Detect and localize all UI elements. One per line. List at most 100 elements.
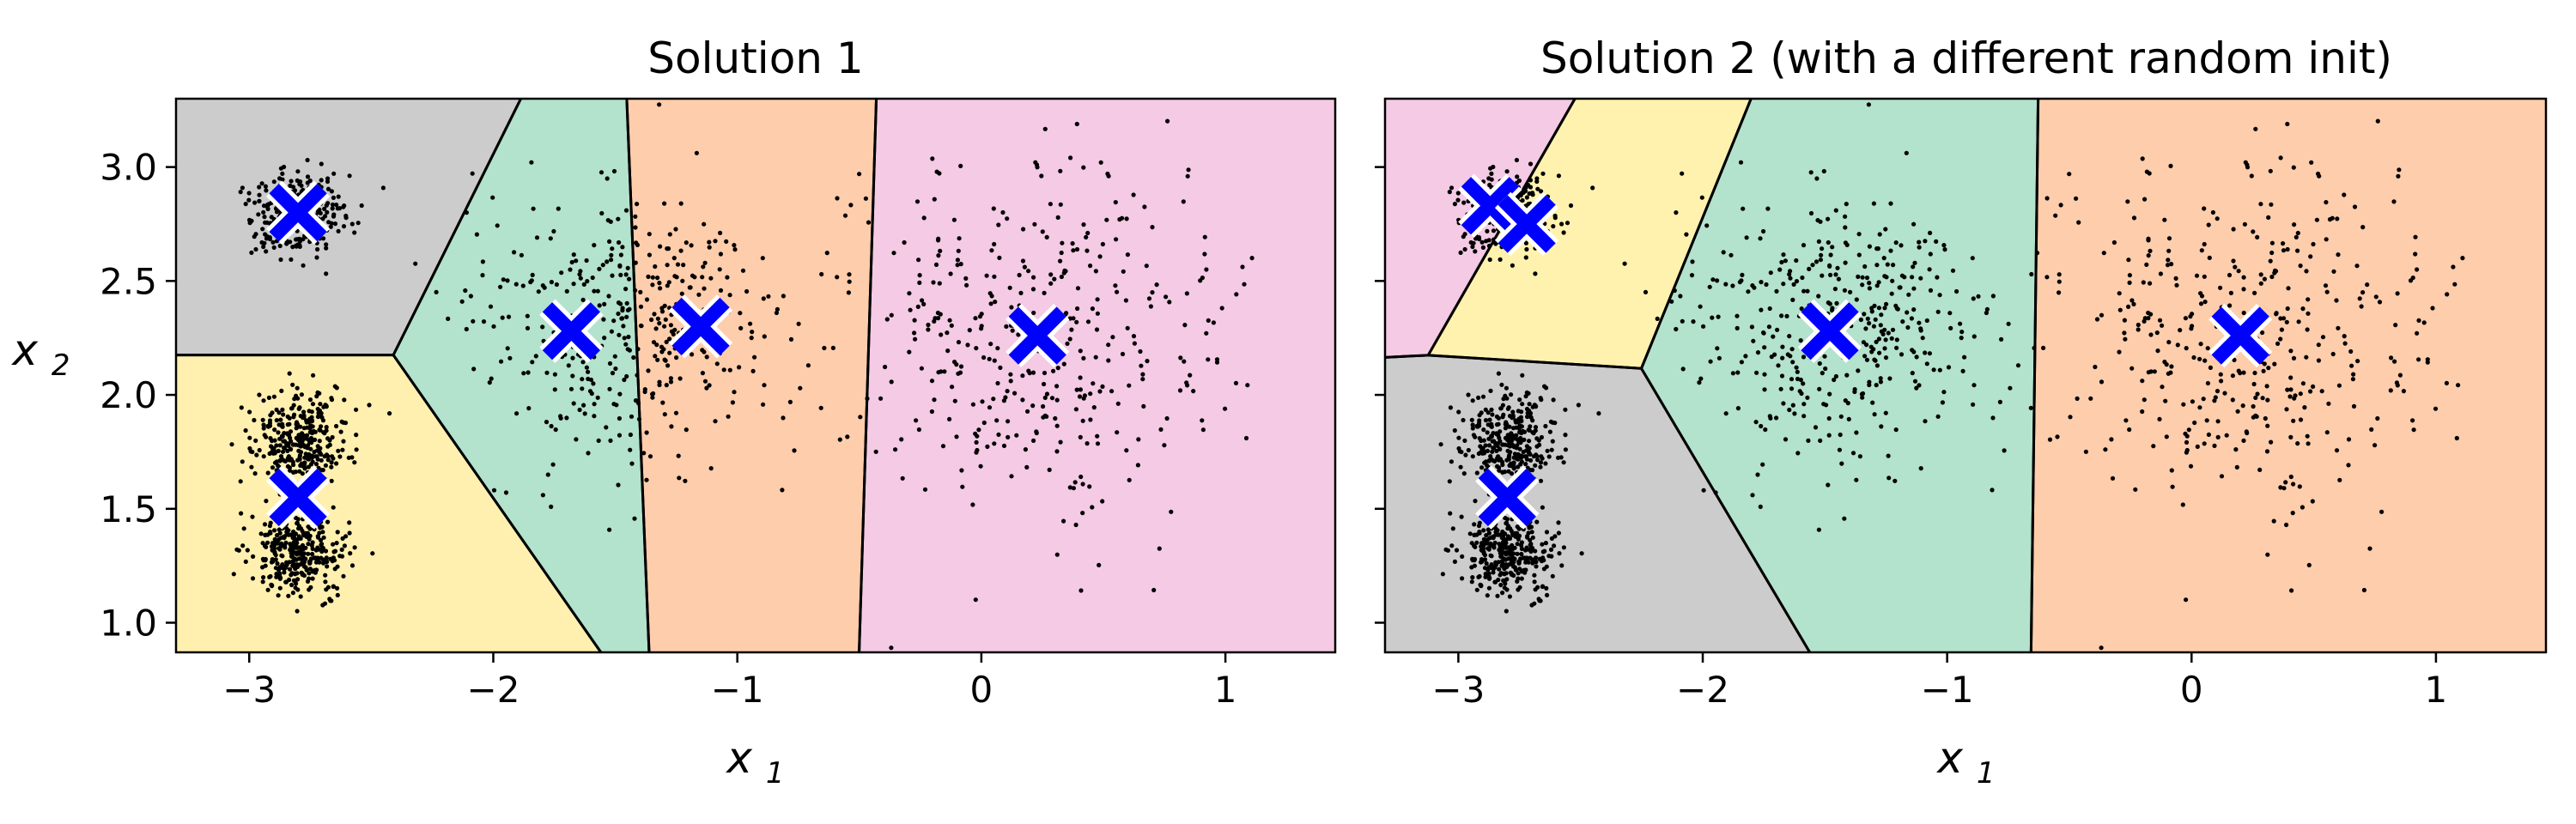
data-point xyxy=(1716,355,1722,360)
data-point xyxy=(1759,280,1764,285)
data-point xyxy=(979,324,984,329)
data-point xyxy=(1528,415,1534,420)
data-point xyxy=(260,541,265,546)
data-point xyxy=(1487,182,1492,188)
data-point xyxy=(1487,536,1492,541)
y-tick-label: 3.0 xyxy=(100,147,157,189)
data-point xyxy=(349,221,355,227)
data-point xyxy=(240,543,246,548)
data-point xyxy=(2162,360,2167,365)
data-point xyxy=(1150,290,1155,295)
data-point xyxy=(2044,196,2050,201)
data-point xyxy=(666,280,671,285)
data-point xyxy=(272,549,277,554)
data-point xyxy=(1860,275,1865,280)
data-point xyxy=(2245,162,2250,167)
solution-1-plot-frame xyxy=(174,97,1337,654)
data-point xyxy=(1007,285,1012,290)
data-point xyxy=(2306,562,2312,568)
data-point xyxy=(1486,238,1492,243)
data-point xyxy=(1211,320,1216,325)
data-point xyxy=(1088,391,1093,397)
data-point xyxy=(310,402,316,407)
data-point xyxy=(1528,548,1534,554)
data-point xyxy=(1177,388,1183,393)
data-point xyxy=(489,376,494,381)
data-point xyxy=(336,194,341,199)
data-point xyxy=(2212,443,2217,449)
data-point xyxy=(309,415,314,420)
data-point xyxy=(1856,252,1862,258)
data-point xyxy=(1491,228,1497,233)
data-point xyxy=(2249,173,2254,179)
data-point xyxy=(2396,173,2401,179)
data-point xyxy=(2127,427,2132,433)
solution-2-y-ticks xyxy=(1375,166,1385,624)
data-point xyxy=(664,339,669,344)
data-point xyxy=(704,354,709,360)
data-point xyxy=(1890,278,1895,283)
data-point xyxy=(1755,472,1760,477)
data-point xyxy=(1846,416,1851,421)
data-point xyxy=(1546,454,1552,459)
data-point xyxy=(343,215,349,221)
data-point xyxy=(1870,400,1875,405)
data-point xyxy=(1075,286,1081,291)
data-point xyxy=(2253,395,2258,400)
data-point xyxy=(519,252,525,258)
data-point xyxy=(1918,466,1923,471)
data-point xyxy=(2285,121,2290,127)
data-point xyxy=(1838,432,1843,438)
data-point xyxy=(717,267,722,272)
data-point xyxy=(301,413,307,418)
data-point xyxy=(1551,224,1556,229)
data-point xyxy=(1454,548,1460,553)
data-point xyxy=(1697,380,1702,385)
data-point xyxy=(1548,419,1553,424)
data-point xyxy=(2281,248,2287,253)
data-point xyxy=(2034,251,2040,256)
data-point xyxy=(1918,276,1923,281)
data-point xyxy=(1517,446,1522,451)
data-point xyxy=(1738,160,1744,165)
data-point xyxy=(1561,230,1566,235)
data-point xyxy=(2288,434,2293,439)
data-point xyxy=(792,448,797,453)
data-point xyxy=(668,323,674,328)
data-point xyxy=(1473,544,1478,549)
data-point xyxy=(245,548,250,553)
data-point xyxy=(912,330,917,336)
data-point xyxy=(619,316,624,321)
data-point xyxy=(1031,275,1036,280)
data-point xyxy=(2284,319,2289,324)
data-point xyxy=(1504,396,1510,401)
data-point xyxy=(2359,304,2364,309)
data-point xyxy=(2289,588,2294,593)
data-point xyxy=(1762,372,1767,377)
data-point xyxy=(617,391,623,397)
data-point xyxy=(1127,383,1132,388)
data-point xyxy=(480,273,485,278)
data-point xyxy=(2350,377,2355,382)
data-point xyxy=(1469,541,1474,546)
data-point xyxy=(1504,457,1510,463)
data-point xyxy=(2236,269,2241,274)
data-point xyxy=(352,545,357,550)
data-point xyxy=(2244,429,2249,434)
data-point xyxy=(307,430,313,435)
data-point xyxy=(908,307,913,312)
data-point xyxy=(1461,417,1466,423)
data-point xyxy=(2075,396,2080,401)
data-point xyxy=(2142,197,2148,202)
data-point xyxy=(1449,543,1455,548)
data-point xyxy=(610,371,616,376)
data-point xyxy=(922,487,928,492)
data-point xyxy=(1678,294,1683,299)
data-point xyxy=(1826,239,1831,245)
data-point xyxy=(549,423,554,429)
data-point xyxy=(964,282,969,288)
data-point xyxy=(2298,391,2303,397)
data-point xyxy=(1479,583,1484,588)
data-point xyxy=(659,309,665,314)
data-point xyxy=(657,321,662,326)
